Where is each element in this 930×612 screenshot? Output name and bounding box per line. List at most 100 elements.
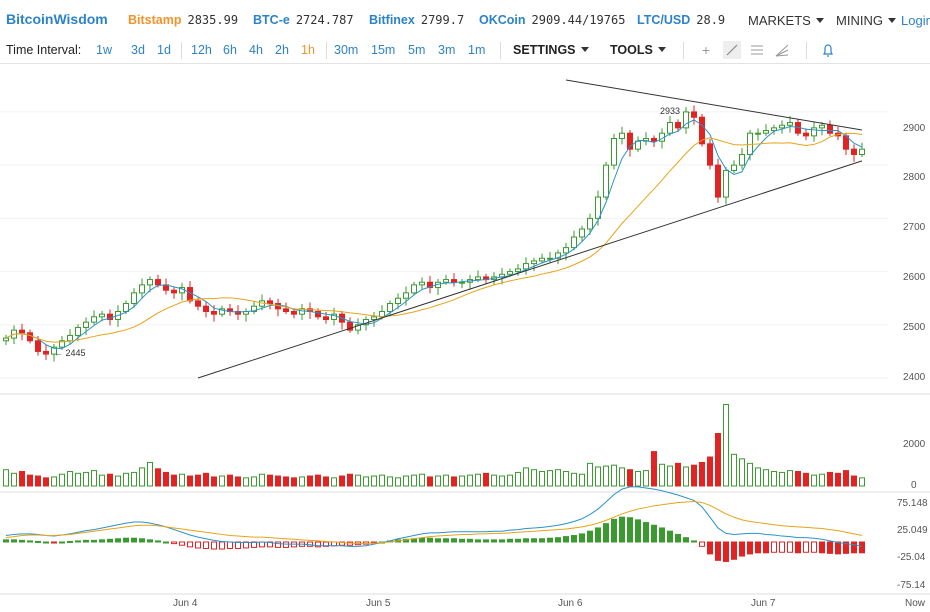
volume-bar [699, 461, 705, 487]
volume-bar [43, 477, 49, 487]
ticker-exchange-name: Bitfinex [369, 13, 415, 27]
tools-menu[interactable]: TOOLS [610, 43, 666, 57]
volume-bar [627, 469, 633, 487]
interval-3d[interactable]: 3d [131, 43, 145, 57]
interval-15m[interactable]: 15m [371, 43, 396, 57]
macd-histogram-bar [803, 541, 809, 553]
volume-bar [115, 475, 121, 487]
divider [181, 42, 182, 59]
volume-bar [99, 474, 105, 487]
macd-histogram-bar [779, 541, 785, 553]
interval-4h[interactable]: 4h [249, 43, 263, 57]
volume-bar [787, 470, 793, 487]
ticker-exchange-name: Bitstamp [128, 13, 182, 27]
macd-histogram-bar [747, 541, 753, 555]
interval-12h[interactable]: 12h [191, 43, 212, 57]
ticker-bitfinex[interactable]: Bitfinex 2799.7 [369, 13, 464, 27]
ticker-ltc-usd[interactable]: LTC/USD 28.9 [637, 13, 725, 27]
volume-bar [467, 474, 473, 487]
price-chart[interactable]: 2900 2800 2700 2600 2500 2400 2000 0 75.… [0, 64, 930, 612]
macd-histogram-bar [795, 541, 801, 554]
interval-1m[interactable]: 1m [468, 43, 486, 57]
candle-up [459, 281, 465, 284]
volume-bar [219, 475, 225, 487]
candle-up [139, 284, 145, 294]
volume-bar [195, 474, 201, 487]
ticker-exchange-name: BTC-e [253, 13, 290, 27]
volume-bar [859, 477, 865, 487]
volume-bar [499, 475, 505, 487]
volume-bar [379, 474, 385, 487]
volume-tick-label: 2000 [903, 439, 926, 450]
macd-histogram-bar [755, 541, 761, 554]
macd-histogram-bar [611, 518, 617, 543]
price-axis: 2900 2800 2700 2600 2500 2400 [903, 123, 926, 383]
volume-bar [531, 469, 537, 487]
crosshair-icon[interactable]: + [701, 42, 711, 58]
volume-bar [483, 472, 489, 487]
macd-histogram-bar [323, 541, 329, 547]
macd-histogram-bar [675, 533, 681, 543]
macd-histogram-bar [715, 541, 721, 561]
time-tick-label: Jun 4 [173, 598, 198, 609]
interval-1d[interactable]: 1d [157, 43, 171, 57]
candle-down [43, 350, 49, 355]
candle-up [611, 138, 617, 166]
ticker-bitstamp[interactable]: Bitstamp 2835.99 [128, 13, 238, 27]
candle-down [315, 311, 321, 318]
interval-1w[interactable]: 1w [96, 43, 112, 57]
macd-line [5, 486, 863, 547]
macd-histogram-bar [475, 539, 481, 543]
resistance-trendline [565, 79, 863, 131]
macd-histogram-bar [531, 538, 537, 543]
ticker-btce[interactable]: BTC-e 2724.787 [253, 13, 354, 27]
macd-histogram-bar [571, 535, 577, 543]
candle-up [571, 236, 577, 249]
horizontal-lines-icon[interactable] [748, 41, 766, 59]
candle-up [531, 260, 537, 265]
macd-histogram-bar [619, 516, 625, 543]
macd-histogram-bar [435, 538, 441, 543]
macd-histogram-bar [587, 530, 593, 543]
volume-bar [659, 463, 665, 487]
interval-3m[interactable]: 3m [438, 43, 456, 57]
interval-2h[interactable]: 2h [275, 43, 289, 57]
candle-up [819, 124, 825, 129]
interval-5m[interactable]: 5m [408, 43, 426, 57]
candle-up [859, 148, 865, 155]
top-header-bar: BitcoinWisdom Bitstamp 2835.99 BTC-e 2724.… [0, 0, 930, 39]
ticker-okcoin[interactable]: OKCoin 2909.44/19765 [479, 13, 625, 27]
volume-bar [603, 465, 609, 487]
volume-bar [323, 476, 329, 487]
macd-histogram-bar [515, 538, 521, 543]
candle-up [603, 164, 609, 198]
markets-menu[interactable]: MARKETS [748, 13, 824, 28]
alarm-bell-icon[interactable] [819, 41, 837, 59]
settings-menu[interactable]: SETTINGS [513, 43, 589, 57]
volume-bar [803, 472, 809, 487]
volume-bar [827, 471, 833, 487]
candle-up [635, 140, 641, 150]
volume-bar [363, 476, 369, 487]
candle-up [67, 334, 73, 342]
site-logo[interactable]: BitcoinWisdom [6, 11, 108, 27]
volume-bar [523, 467, 529, 487]
volume-bar [283, 476, 289, 487]
login-link[interactable]: Login [901, 13, 930, 28]
macd-histogram-bar [739, 541, 745, 557]
trendline-icon[interactable] [723, 41, 741, 59]
candle-up [787, 122, 793, 126]
macd-histogram-bar [275, 541, 281, 548]
interval-1h[interactable]: 1h [301, 43, 315, 57]
candle-up [539, 257, 545, 262]
mining-menu[interactable]: MINING [836, 13, 896, 28]
candle-up [523, 263, 529, 270]
interval-6h[interactable]: 6h [223, 43, 237, 57]
interval-30m[interactable]: 30m [334, 43, 359, 57]
macd-histogram-bar [483, 539, 489, 543]
candle-up [515, 268, 521, 273]
divider [683, 42, 684, 59]
divider [806, 42, 807, 59]
macd-histogram-bar [3, 539, 9, 543]
fan-icon[interactable] [773, 41, 791, 59]
